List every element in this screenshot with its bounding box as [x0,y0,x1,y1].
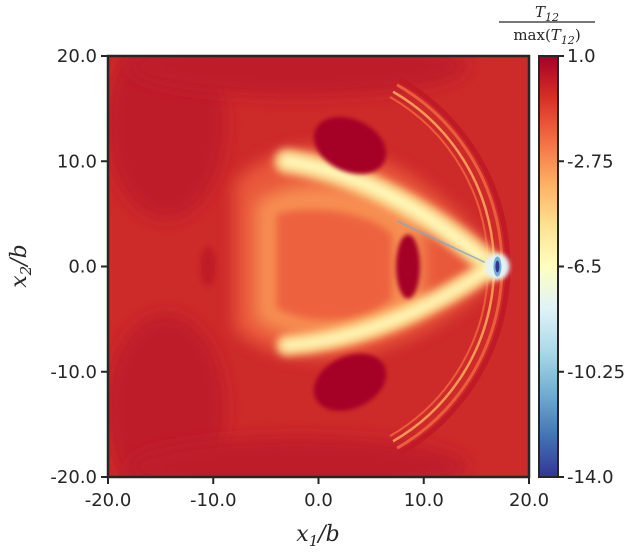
x-tick-3-label: 10.0 [404,490,444,511]
colorbar-tick-0-label: 1.0 [567,46,596,67]
x-tick-1-label: -10.0 [190,490,237,511]
top-band [127,56,468,97]
left-dark-spot [199,246,216,287]
colorbar-tick-1-label: -2.75 [567,151,614,172]
y-tick-3-label: -10.0 [50,362,97,383]
dark-lobe-upper [313,116,387,174]
wake-branch-3 [282,262,497,350]
colorbar-tick-2-label: -6.5 [567,257,602,278]
dark-lobe-lower [313,353,387,411]
colorbar-ticks: 1.0 -2.75 -6.5 -10.25 -14.0 [558,46,625,488]
y-tick-1-label: 10.0 [57,151,97,172]
colorbar: 1.0 -2.75 -6.5 -10.25 -14.0 T12 max(T12) [499,3,625,488]
corner-region-upper [108,56,226,220]
colorbar-strip [538,55,559,478]
colorbar-label: T12 max(T12) [499,3,595,47]
colorbar-tick-4-label: -14.0 [567,467,614,488]
x-tick-4-label: 20.0 [509,490,549,511]
y-tick-0-label: 20.0 [57,46,97,67]
crack-line [397,220,486,264]
x-tick-0-label: -20.0 [85,490,132,511]
colorbar-label-numerator: T12 [535,3,559,24]
bottom-band [127,436,468,477]
x-axis-label: x1/b [296,522,339,550]
tip-minimum-core [495,260,500,273]
colorbar-label-denominator: max(T12) [513,26,580,47]
dark-lobe-center [395,234,420,299]
heatmap-field [108,56,529,477]
x-axis: -20.0 -10.0 0.0 10.0 20.0 [85,477,549,511]
corner-region-lower [108,313,226,477]
colorbar-tick-3-label: -10.25 [567,362,625,383]
x-tick-2-label: 0.0 [304,490,333,511]
y-axis: 20.0 10.0 0.0 -10.0 -20.0 [50,46,108,488]
wake-branch-1 [280,155,499,273]
y-tick-2-label: 0.0 [68,257,97,278]
y-axis-label: x2/b [7,244,35,287]
y-tick-4-label: -20.0 [50,467,97,488]
interior-core [276,209,393,321]
